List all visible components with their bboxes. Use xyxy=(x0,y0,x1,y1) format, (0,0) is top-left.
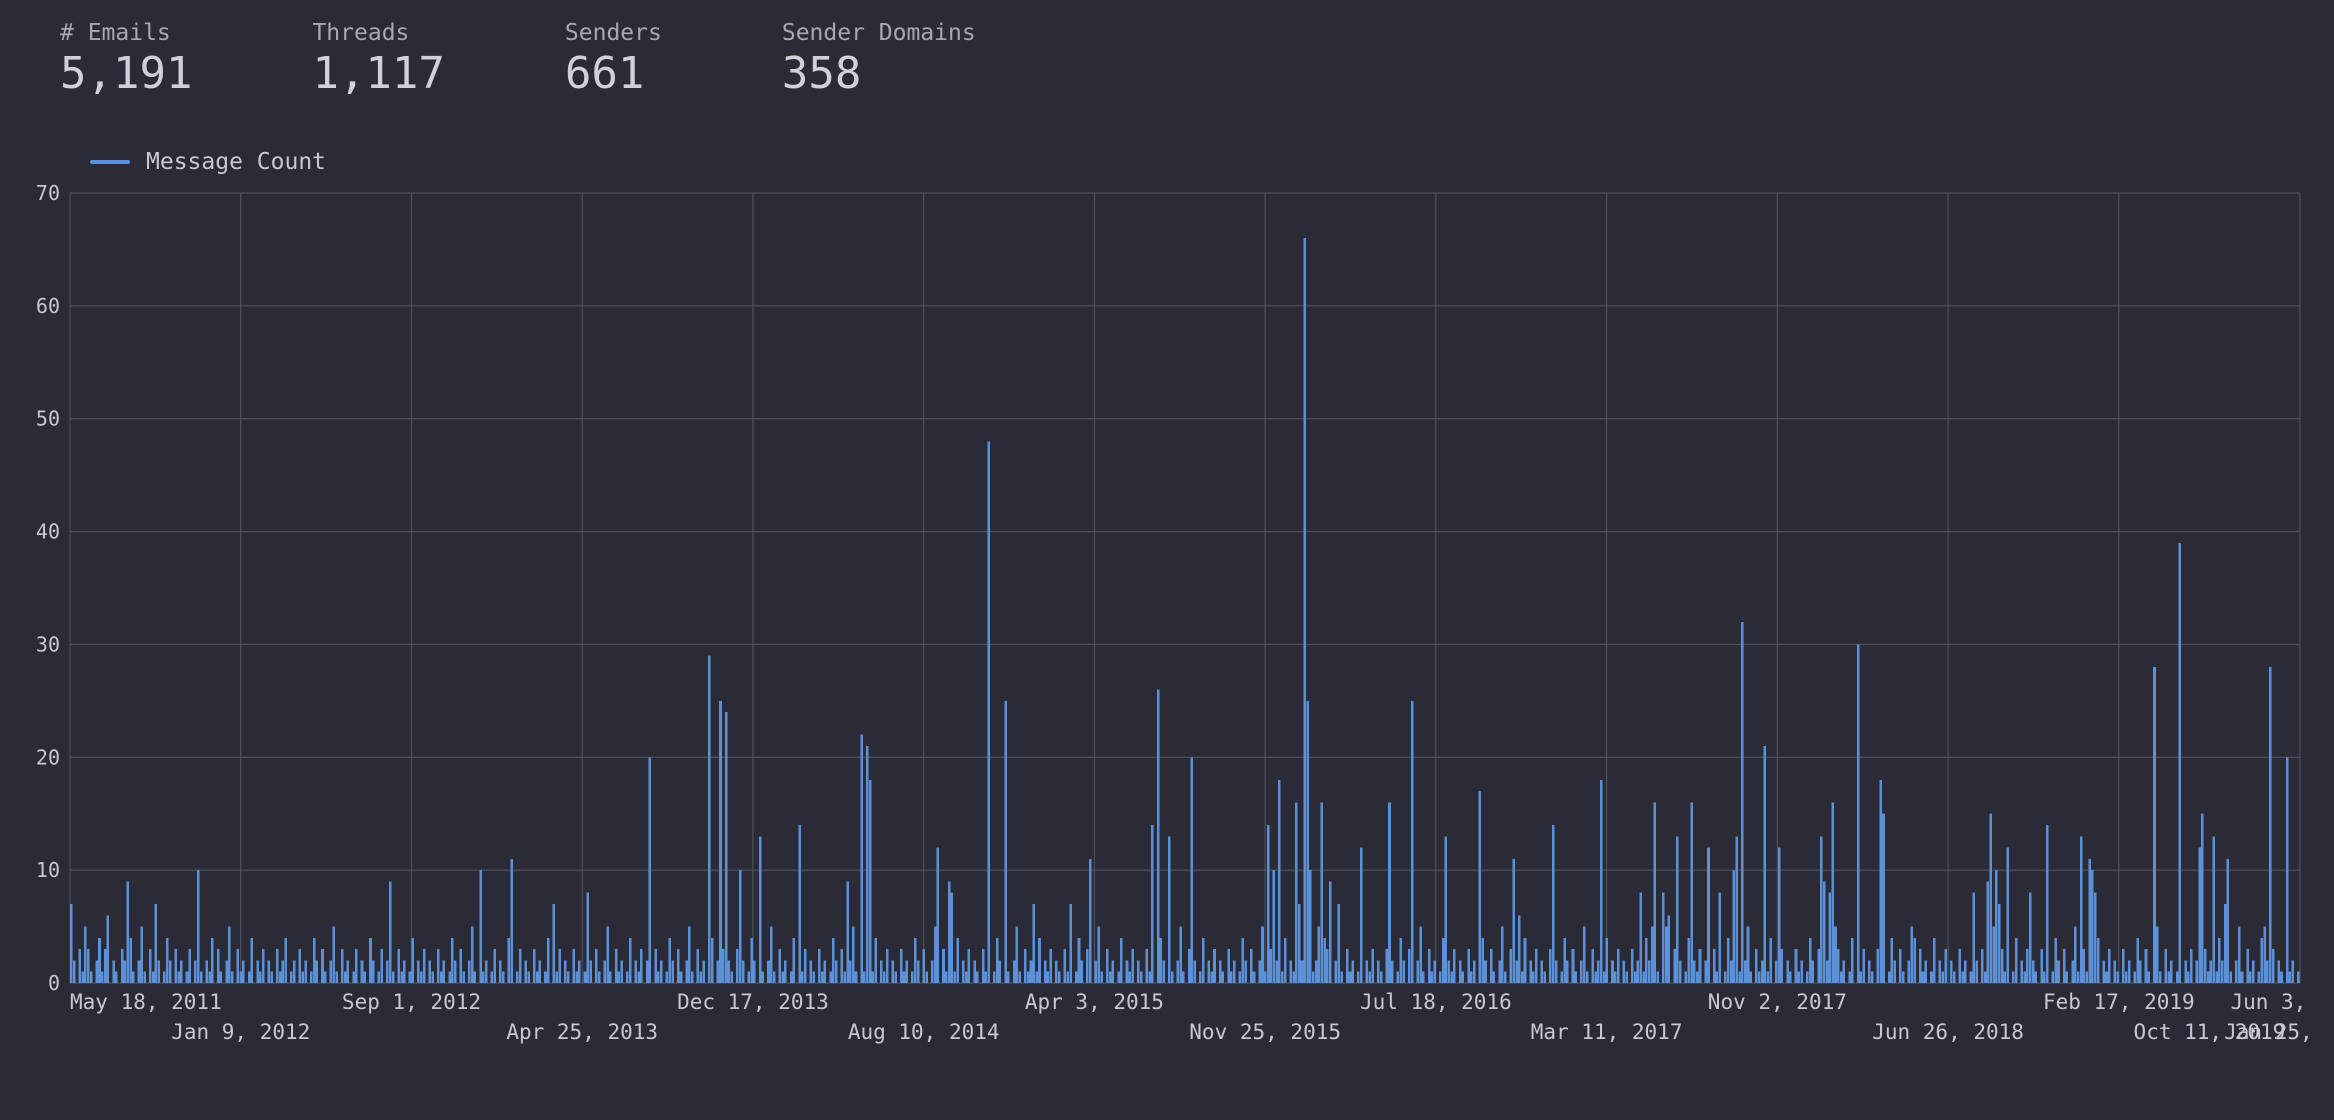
stat-senders-value: 661 xyxy=(565,48,662,99)
svg-text:Jul 18, 2016: Jul 18, 2016 xyxy=(1360,990,1512,1014)
svg-text:30: 30 xyxy=(36,632,60,656)
stat-senders-label: Senders xyxy=(565,20,662,46)
stat-emails-label: # Emails xyxy=(60,20,192,46)
svg-text:Jun 3, 2020: Jun 3, 2020 xyxy=(2230,990,2310,1014)
svg-text:Mar 11, 2017: Mar 11, 2017 xyxy=(1531,1020,1683,1044)
svg-text:Sep 1, 2012: Sep 1, 2012 xyxy=(342,990,481,1014)
legend-swatch xyxy=(90,160,130,164)
stats-row: # Emails 5,191 Threads 1,117 Senders 661… xyxy=(0,0,2334,109)
svg-text:Nov 2, 2017: Nov 2, 2017 xyxy=(1708,990,1847,1014)
stat-threads: Threads 1,117 xyxy=(312,20,444,99)
svg-text:Dec 17, 2013: Dec 17, 2013 xyxy=(677,990,829,1014)
stat-domains-label: Sender Domains xyxy=(782,20,976,46)
stat-domains-value: 358 xyxy=(782,48,976,99)
svg-text:Jan 9, 2012: Jan 9, 2012 xyxy=(171,1020,310,1044)
svg-text:Aug 10, 2014: Aug 10, 2014 xyxy=(848,1020,1000,1044)
svg-text:May 18, 2011: May 18, 2011 xyxy=(70,990,222,1014)
svg-text:10: 10 xyxy=(36,858,60,882)
message-count-chart[interactable]: 0 10 20 30 40 50 60 70 May 18, 2011 Sep 1, 2012 De… xyxy=(20,183,2310,1083)
svg-text:Jan 25, 2021: Jan 25, 2021 xyxy=(2224,1020,2310,1044)
svg-text:20: 20 xyxy=(36,745,60,769)
chart-container: Message Count 0 10 20 30 40 50 60 70 May 18, 201… xyxy=(0,109,2334,1083)
stat-emails-value: 5,191 xyxy=(60,48,192,99)
legend-label: Message Count xyxy=(146,149,326,175)
svg-text:Apr 3, 2015: Apr 3, 2015 xyxy=(1025,990,1164,1014)
stat-domains: Sender Domains 358 xyxy=(782,20,976,99)
svg-text:Nov 25, 2015: Nov 25, 2015 xyxy=(1189,1020,1341,1044)
svg-text:0: 0 xyxy=(48,971,60,995)
svg-text:Feb 17, 2019: Feb 17, 2019 xyxy=(2043,990,2195,1014)
stat-emails: # Emails 5,191 xyxy=(60,20,192,99)
stat-threads-value: 1,117 xyxy=(312,48,444,99)
svg-text:50: 50 xyxy=(36,407,60,431)
svg-text:Apr 25, 2013: Apr 25, 2013 xyxy=(506,1020,658,1044)
chart-legend: Message Count xyxy=(20,149,2314,175)
svg-text:60: 60 xyxy=(36,294,60,318)
stat-threads-label: Threads xyxy=(312,20,444,46)
svg-text:40: 40 xyxy=(36,520,60,544)
svg-text:70: 70 xyxy=(36,183,60,205)
stat-senders: Senders 661 xyxy=(565,20,662,99)
svg-text:Jun 26, 2018: Jun 26, 2018 xyxy=(1872,1020,2024,1044)
